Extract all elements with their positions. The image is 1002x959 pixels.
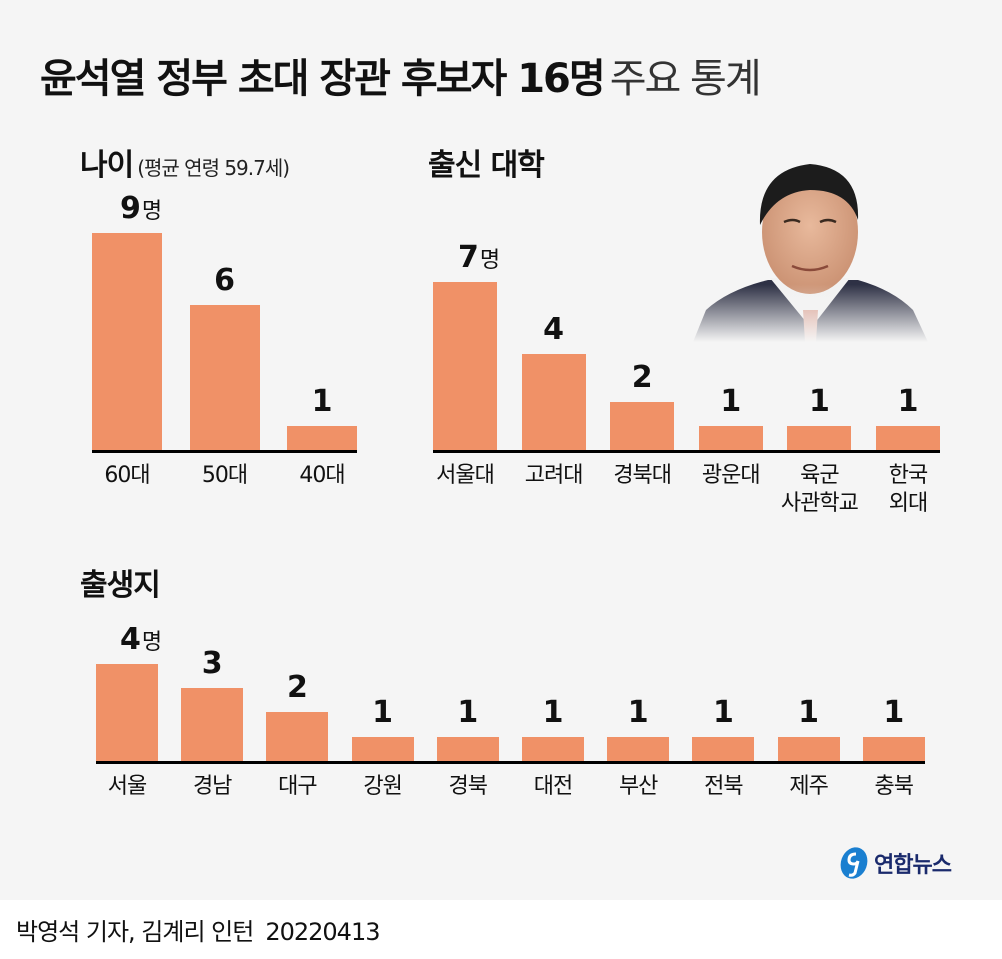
value-label: 3 [201, 646, 223, 681]
category-label: 40대 [299, 463, 345, 488]
age-title: 나이 [80, 148, 134, 183]
category-label: 제주 [789, 774, 828, 799]
birthplace-section-title: 출생지 [80, 568, 161, 603]
value-label: 1 [720, 384, 742, 419]
bar [96, 664, 158, 761]
category-label: 60대 [104, 463, 150, 488]
value-label: 1 [311, 384, 333, 419]
category-label: 경남 [192, 774, 232, 799]
value-label: 6 [214, 263, 235, 298]
bar [777, 737, 840, 761]
category-label: 고려대 [524, 463, 584, 488]
bar [610, 402, 675, 450]
bar [692, 737, 755, 761]
age-section-title: 나이 (평균 연령 59.7세) [80, 140, 290, 184]
category-label: 대구 [278, 774, 317, 799]
category-label: 50대 [201, 463, 248, 488]
bar [787, 426, 852, 450]
value-label: 2 [631, 360, 653, 395]
category-label: 경북대 [613, 463, 672, 488]
bar [436, 737, 499, 761]
category-label: 부산 [618, 774, 658, 799]
portrait-photo [688, 150, 934, 342]
logo-text: 연합뉴스 [874, 853, 952, 878]
bar [698, 426, 763, 450]
byline: 박영석 기자, 김계리 인턴 20220413 [16, 912, 380, 947]
bar [181, 688, 244, 761]
value-label: 1 [808, 384, 830, 419]
category-label: 한국 외대 [888, 463, 928, 516]
category-label: 경북 [448, 774, 488, 799]
page-title: 윤석열 정부 초대 장관 후보자 16명 주요 통계 [40, 46, 762, 104]
category-label: 전북 [704, 774, 743, 799]
university-section-title: 출신 대학 [428, 148, 545, 183]
bar [266, 712, 329, 761]
value-label: 7명 [457, 240, 501, 275]
value-label: 4명 [119, 622, 163, 657]
category-label: 육군 사관학교 [780, 463, 859, 516]
bar [521, 354, 586, 450]
value-label: 1 [897, 384, 919, 419]
value-label: 2 [286, 670, 308, 705]
bar [607, 737, 670, 761]
title-light: 주요 통계 [609, 56, 762, 102]
yonhap-logo-icon [840, 847, 868, 879]
bar [287, 426, 357, 450]
bar [433, 282, 497, 450]
category-label: 서울 [107, 774, 147, 799]
value-label: 4 [543, 312, 565, 347]
yonhap-logo: 연합뉴스 [838, 845, 952, 881]
value-label: 1 [372, 695, 394, 730]
bar [522, 737, 584, 761]
footer-band [0, 900, 1002, 959]
bar [92, 233, 162, 450]
value-label: 1 [627, 695, 649, 730]
category-label: 서울대 [436, 463, 495, 488]
age-subtitle: (평균 연령 59.7세) [137, 156, 290, 180]
category-label: 강원 [363, 774, 402, 799]
category-label: 충북 [874, 774, 914, 799]
value-label: 1 [712, 695, 734, 730]
title-bold: 윤석열 정부 초대 장관 후보자 16명 [40, 56, 606, 102]
bar [351, 737, 414, 761]
byline-authors: 박영석 기자, 김계리 인턴 [16, 918, 254, 946]
value-label: 9명 [119, 191, 163, 226]
category-label: 대전 [533, 774, 573, 799]
byline-date: 20220413 [265, 918, 380, 946]
bar [189, 305, 260, 450]
bar [876, 426, 940, 450]
category-label: 광운대 [701, 463, 761, 488]
value-label: 1 [457, 695, 479, 730]
baseline [433, 450, 940, 453]
value-label: 1 [883, 695, 905, 730]
baseline [96, 761, 925, 764]
value-label: 1 [542, 695, 564, 730]
baseline [92, 450, 357, 453]
value-label: 1 [798, 695, 820, 730]
bar [862, 737, 925, 761]
